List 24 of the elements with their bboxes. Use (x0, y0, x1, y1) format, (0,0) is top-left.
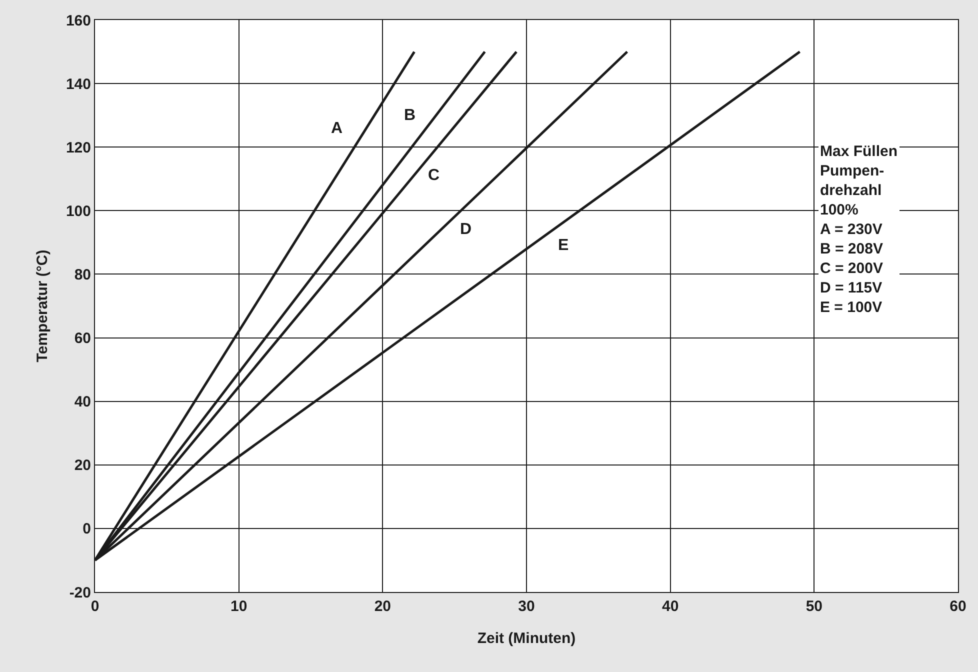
y-tick-label: 0 (82, 520, 91, 538)
y-tick-label: 140 (66, 76, 91, 93)
y-tick-label: -20 (69, 584, 91, 602)
y-tick-label: 100 (66, 202, 91, 220)
x-tick-label: 60 (950, 598, 966, 615)
x-tick-label: 40 (662, 598, 679, 615)
y-axis-title: Temperatur (°C) (34, 250, 52, 362)
annotation: B (404, 107, 416, 124)
annotation: C (428, 167, 440, 184)
y-tick-label: 160 (66, 12, 91, 30)
annotation: A (331, 120, 343, 137)
text: Max Füllen Pumpen- drehzahl 100% A = 230V B = 208V C = 200V D = 115V E = 100V (820, 143, 898, 316)
x-axis-title: Zeit (Minuten) (477, 630, 576, 647)
annotation: D (460, 221, 472, 238)
y-tick-label: 80 (74, 266, 91, 284)
x-tick-label: 50 (806, 598, 823, 615)
x-tick-label: 30 (518, 598, 535, 615)
x-tick-label: 20 (374, 598, 392, 615)
y-tick-label: 60 (74, 330, 91, 348)
annotation: E (558, 237, 569, 254)
x-tick-label: 10 (230, 598, 248, 615)
y-tick-label: 40 (74, 394, 91, 411)
y-tick-label: 120 (66, 139, 91, 156)
y-tick-label: 20 (74, 457, 91, 474)
